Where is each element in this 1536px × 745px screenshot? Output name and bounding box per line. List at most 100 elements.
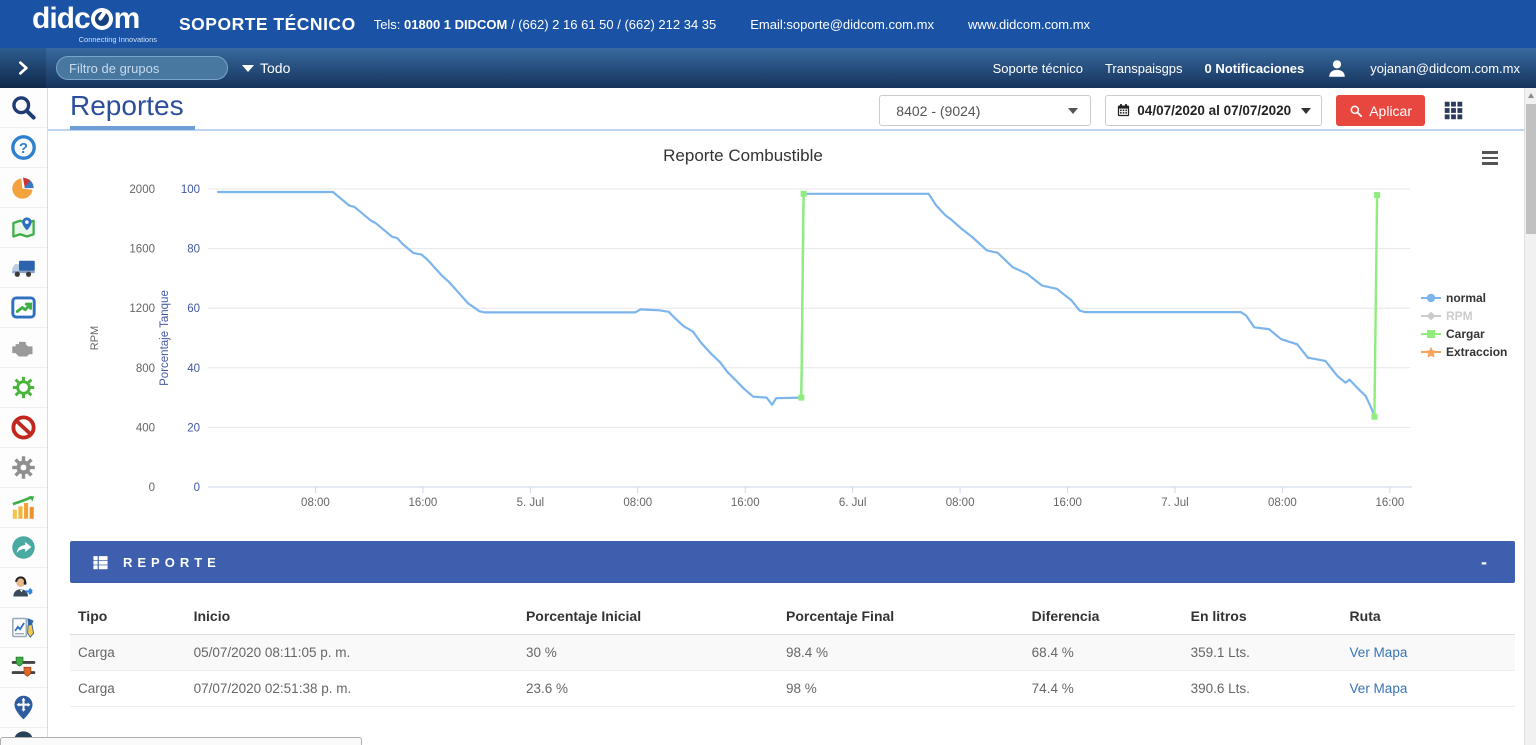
cell: 07/07/2020 02:51:38 p. m. (186, 671, 518, 707)
sidebar-item-trend[interactable] (0, 288, 47, 328)
column-header: Tipo (70, 598, 186, 635)
didcom-logo: didcm Connecting Innovations (32, 4, 157, 44)
legend-circle-marker (1420, 292, 1442, 304)
top-header: didcm Connecting Innovations SOPORTE TÉC… (0, 0, 1536, 48)
rpm-axis-tick: 800 (136, 363, 155, 375)
legend-item-rpm[interactable]: RPM (1420, 309, 1507, 323)
levels-icon (10, 654, 37, 681)
user-icon (1326, 57, 1348, 79)
gear-icon (10, 454, 37, 481)
grid-icon (1443, 100, 1464, 121)
table-header-row: TipoInicioPorcentaje InicialPorcentaje F… (70, 598, 1515, 635)
fuel-chart[interactable]: 020406080100040080012001600200008:0016:0… (80, 160, 1515, 518)
sidebar-item-tie[interactable] (0, 608, 47, 648)
bottom-popup-fragment (0, 737, 362, 745)
nav-link-transpaisgps[interactable]: Transpaisgps (1105, 61, 1183, 76)
cargar-marker[interactable] (801, 191, 807, 197)
engine-icon (10, 334, 37, 361)
ver-mapa-link[interactable]: Ver Mapa (1350, 681, 1408, 696)
cell-ruta[interactable]: Ver Mapa (1342, 635, 1515, 671)
x-axis-label: 08:00 (623, 497, 652, 509)
rpm-axis-tick: 1600 (129, 244, 155, 256)
series-cargar-line[interactable] (1374, 195, 1377, 417)
pie-icon (10, 174, 37, 201)
legend-item-cargar[interactable]: Cargar (1420, 327, 1507, 341)
nav-link-soporte[interactable]: Soporte técnico (993, 61, 1083, 76)
sidebar-item-movepin[interactable] (0, 688, 47, 728)
logo-text: didcm (32, 4, 157, 34)
website-text: www.didcom.com.mx (968, 17, 1090, 32)
sidebar-item-block[interactable] (0, 408, 47, 448)
tie-icon (10, 614, 37, 641)
column-header: Porcentaje Inicial (518, 598, 778, 635)
app-title: SOPORTE TÉCNICO (179, 14, 356, 35)
legend-diamond-marker (1420, 310, 1442, 322)
agent-icon (10, 574, 37, 601)
x-axis-label: 6. Jul (839, 497, 867, 509)
x-axis-label: 5. Jul (517, 497, 545, 509)
collapse-panel-button[interactable]: - (1481, 557, 1487, 567)
report-table: TipoInicioPorcentaje InicialPorcentaje F… (70, 598, 1515, 707)
device-select[interactable]: 8402 - (9024) (879, 95, 1091, 126)
user-email-menu[interactable]: yojanan@didcom.com.mx (1370, 61, 1520, 76)
x-axis-label: 16:00 (1053, 497, 1082, 509)
chart-legend: normal RPM Cargar Extraccion (1420, 291, 1507, 359)
cargar-marker[interactable] (1371, 414, 1377, 420)
sidebar-item-pie[interactable] (0, 168, 47, 208)
scrollbar-thumb[interactable] (1526, 104, 1536, 234)
series-cargar-line[interactable] (801, 194, 803, 398)
sidebar-item-agent[interactable] (0, 568, 47, 608)
rpm-axis-tick: 0 (149, 482, 155, 494)
cell: 74.4 % (1024, 671, 1183, 707)
x-axis-label: 08:00 (946, 497, 975, 509)
tank-axis-tick: 100 (181, 184, 200, 196)
search-icon (10, 94, 37, 121)
device-select-value: 8402 - (9024) (896, 103, 980, 119)
legend-item-extraccion[interactable]: Extraccion (1420, 345, 1507, 359)
search-icon (1349, 104, 1363, 118)
tank-axis-tick: 20 (187, 422, 200, 434)
column-header: En litros (1183, 598, 1342, 635)
sidebar-item-truck[interactable] (0, 248, 47, 288)
table-list-icon (92, 554, 109, 571)
cell: 359.1 Lts. (1183, 635, 1342, 671)
share-icon (10, 534, 37, 561)
rpm-axis-tick: 2000 (129, 184, 155, 196)
sidebar-item-help[interactable] (0, 128, 47, 168)
nav-bar: Todo Soporte técnico Transpaisgps 0 Noti… (0, 48, 1536, 88)
sidebar-item-levels[interactable] (0, 648, 47, 688)
legend-item-normal[interactable]: normal (1420, 291, 1507, 305)
cell: 23.6 % (518, 671, 778, 707)
sidebar-item-engine[interactable] (0, 328, 47, 368)
cell: 390.6 Lts. (1183, 671, 1342, 707)
cargar-marker[interactable] (798, 395, 804, 401)
sidebar-item-gear[interactable] (0, 448, 47, 488)
x-axis-label: 16:00 (408, 497, 437, 509)
sidebar-item-map[interactable] (0, 208, 47, 248)
cell-ruta[interactable]: Ver Mapa (1342, 671, 1515, 707)
sidebar-item-stats[interactable] (0, 488, 47, 528)
vertical-scrollbar[interactable] (1524, 88, 1536, 745)
caret-down-icon (242, 65, 254, 72)
scroll-up-button[interactable] (1525, 88, 1536, 102)
notifications-link[interactable]: 0 Notificaciones (1205, 61, 1305, 76)
group-filter-input[interactable] (56, 56, 228, 80)
series-normal-line[interactable] (218, 192, 1374, 417)
map-icon (10, 214, 37, 241)
trend-icon (10, 294, 37, 321)
sidebar-item-gearline[interactable] (0, 368, 47, 408)
sidebar-item-share[interactable] (0, 528, 47, 568)
sidebar-item-search[interactable] (0, 88, 47, 128)
apply-button[interactable]: Aplicar (1336, 95, 1425, 126)
sidebar-expand-button[interactable] (0, 48, 46, 88)
date-range-button[interactable]: 04/07/2020 al 07/07/2020 (1105, 95, 1322, 126)
apps-grid-button[interactable] (1443, 100, 1464, 121)
x-axis-label: 16:00 (731, 497, 760, 509)
tank-axis-title: Porcentaje Tanque (159, 290, 171, 386)
rpm-axis-tick: 1200 (129, 303, 155, 315)
cargar-marker[interactable] (1374, 192, 1380, 198)
ver-mapa-link[interactable]: Ver Mapa (1350, 645, 1408, 660)
x-axis-label: 08:00 (301, 497, 330, 509)
group-dropdown[interactable]: Todo (242, 60, 290, 76)
chevron-right-icon (15, 60, 31, 76)
